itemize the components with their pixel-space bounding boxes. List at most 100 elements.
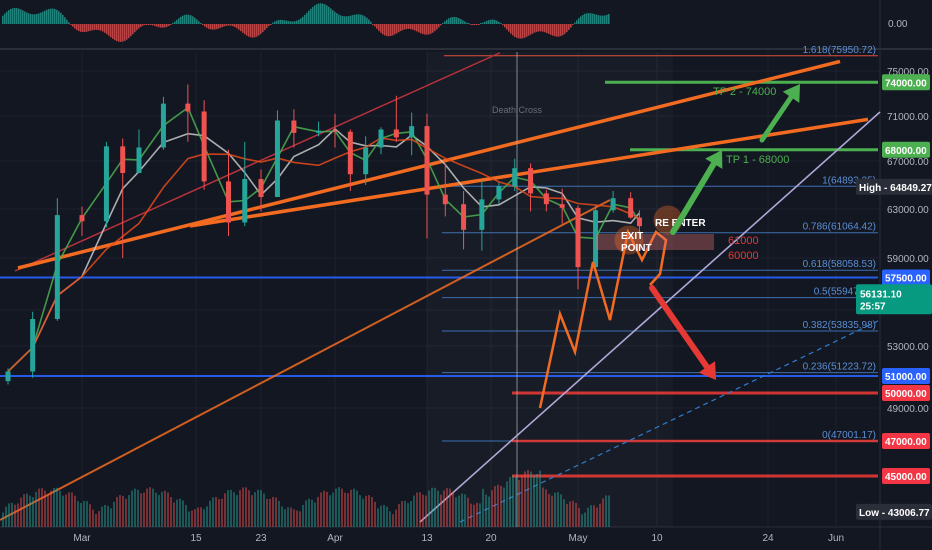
indicator-bar: [230, 24, 232, 26]
indicator-bar: [454, 16, 456, 24]
candle-body: [347, 131, 353, 175]
indicator-bar: [204, 24, 206, 27]
indicator-bar: [170, 24, 172, 25]
indicator-bar: [124, 24, 126, 41]
volume-bar: [158, 495, 160, 527]
volume-bar: [320, 492, 322, 527]
indicator-bar: [192, 16, 194, 24]
indicator-bar: [548, 24, 550, 34]
volume-bar: [497, 484, 499, 527]
indicator-bar: [114, 24, 116, 41]
indicator-bar: [110, 24, 112, 38]
volume-bar: [416, 492, 418, 527]
candle-body: [512, 168, 518, 187]
indicator-bar: [126, 24, 128, 40]
candle-body: [160, 103, 166, 148]
indicator-bar: [142, 24, 144, 26]
indicator-histogram: [2, 3, 610, 42]
volume-bar: [2, 512, 4, 527]
indicator-bar: [578, 18, 580, 24]
indicator-bar: [376, 24, 378, 29]
volume-bar: [389, 511, 391, 527]
volume-bar: [308, 498, 310, 527]
slow-ma-line: [0, 199, 611, 521]
indicator-bar: [94, 24, 96, 30]
indicator-bar: [244, 24, 246, 35]
bull-arrow-2-shaft: [759, 94, 794, 143]
volume-bar: [29, 495, 31, 527]
volume-bar: [560, 494, 562, 527]
indicator-bar: [596, 14, 598, 24]
indicator-bar: [162, 24, 164, 28]
indicator-bar: [522, 24, 524, 39]
indicator-bar: [444, 21, 446, 24]
indicator-bar: [356, 14, 358, 24]
candle-body: [274, 120, 280, 197]
indicator-bar: [320, 3, 322, 25]
volume-bar: [176, 499, 178, 527]
volume-bar: [464, 494, 466, 527]
indicator-bar: [450, 17, 452, 24]
volume-bar: [311, 499, 313, 527]
volume-bar: [545, 489, 547, 527]
volume-bar: [362, 498, 364, 527]
volume-bar: [533, 475, 535, 527]
price-tag-bg: [882, 269, 930, 286]
volume-bar: [293, 509, 295, 527]
indicator-bar: [322, 3, 324, 25]
indicator-bar: [112, 24, 114, 39]
indicator-bar: [568, 24, 570, 30]
indicator-bar: [206, 24, 208, 28]
volume-bar: [365, 495, 367, 527]
indicator-bar: [350, 15, 352, 24]
indicator-bar: [490, 19, 492, 24]
indicator-bar: [66, 19, 68, 24]
candle-body: [461, 204, 467, 230]
price-tag-text: 57500.00: [885, 274, 927, 285]
indicator-bar: [494, 19, 496, 24]
indicator-bar: [34, 14, 36, 24]
volume-bar: [509, 476, 511, 527]
volume-bar: [425, 495, 427, 527]
indicator-bar: [554, 24, 556, 37]
indicator-bar: [442, 23, 444, 24]
indicator-bar: [358, 14, 360, 24]
indicator-bar: [498, 21, 500, 24]
volume-bar: [17, 503, 19, 527]
volume-bar: [332, 492, 334, 527]
indicator-bar: [500, 23, 502, 24]
volume-bar: [347, 493, 349, 527]
indicator-bar: [26, 12, 28, 24]
volume-bar: [11, 502, 13, 527]
volume-bar: [269, 498, 271, 527]
volume-bar: [131, 490, 133, 527]
indicator-bar: [84, 24, 86, 33]
price-tag-text: 47000.00: [885, 437, 927, 448]
volume-bar: [413, 495, 415, 527]
indicator-bar: [448, 18, 450, 24]
volume-bar: [278, 500, 280, 527]
indicator-bar: [222, 24, 224, 27]
indicator-bar: [328, 6, 330, 24]
volume-bar: [245, 487, 247, 527]
volume-bar: [572, 500, 574, 527]
volume-bar: [68, 492, 70, 527]
indicator-bar: [198, 21, 200, 24]
volume-bar: [377, 508, 379, 527]
indicator-bar: [4, 13, 6, 24]
volume-bar: [257, 489, 259, 527]
x-tick-label: 20: [485, 533, 497, 544]
indicator-bar: [524, 24, 526, 38]
indicator-bar: [48, 9, 50, 24]
indicator-bar: [482, 22, 484, 24]
indicator-bar: [394, 24, 396, 35]
volume-bar: [518, 479, 520, 527]
volume-bar: [350, 489, 352, 527]
shaded-region: [427, 52, 673, 527]
moving-average-1: [7, 127, 641, 373]
indicator-bar: [458, 18, 460, 24]
volume-bar: [41, 488, 43, 527]
volume-bar: [83, 500, 85, 527]
indicator-bar: [478, 24, 480, 25]
